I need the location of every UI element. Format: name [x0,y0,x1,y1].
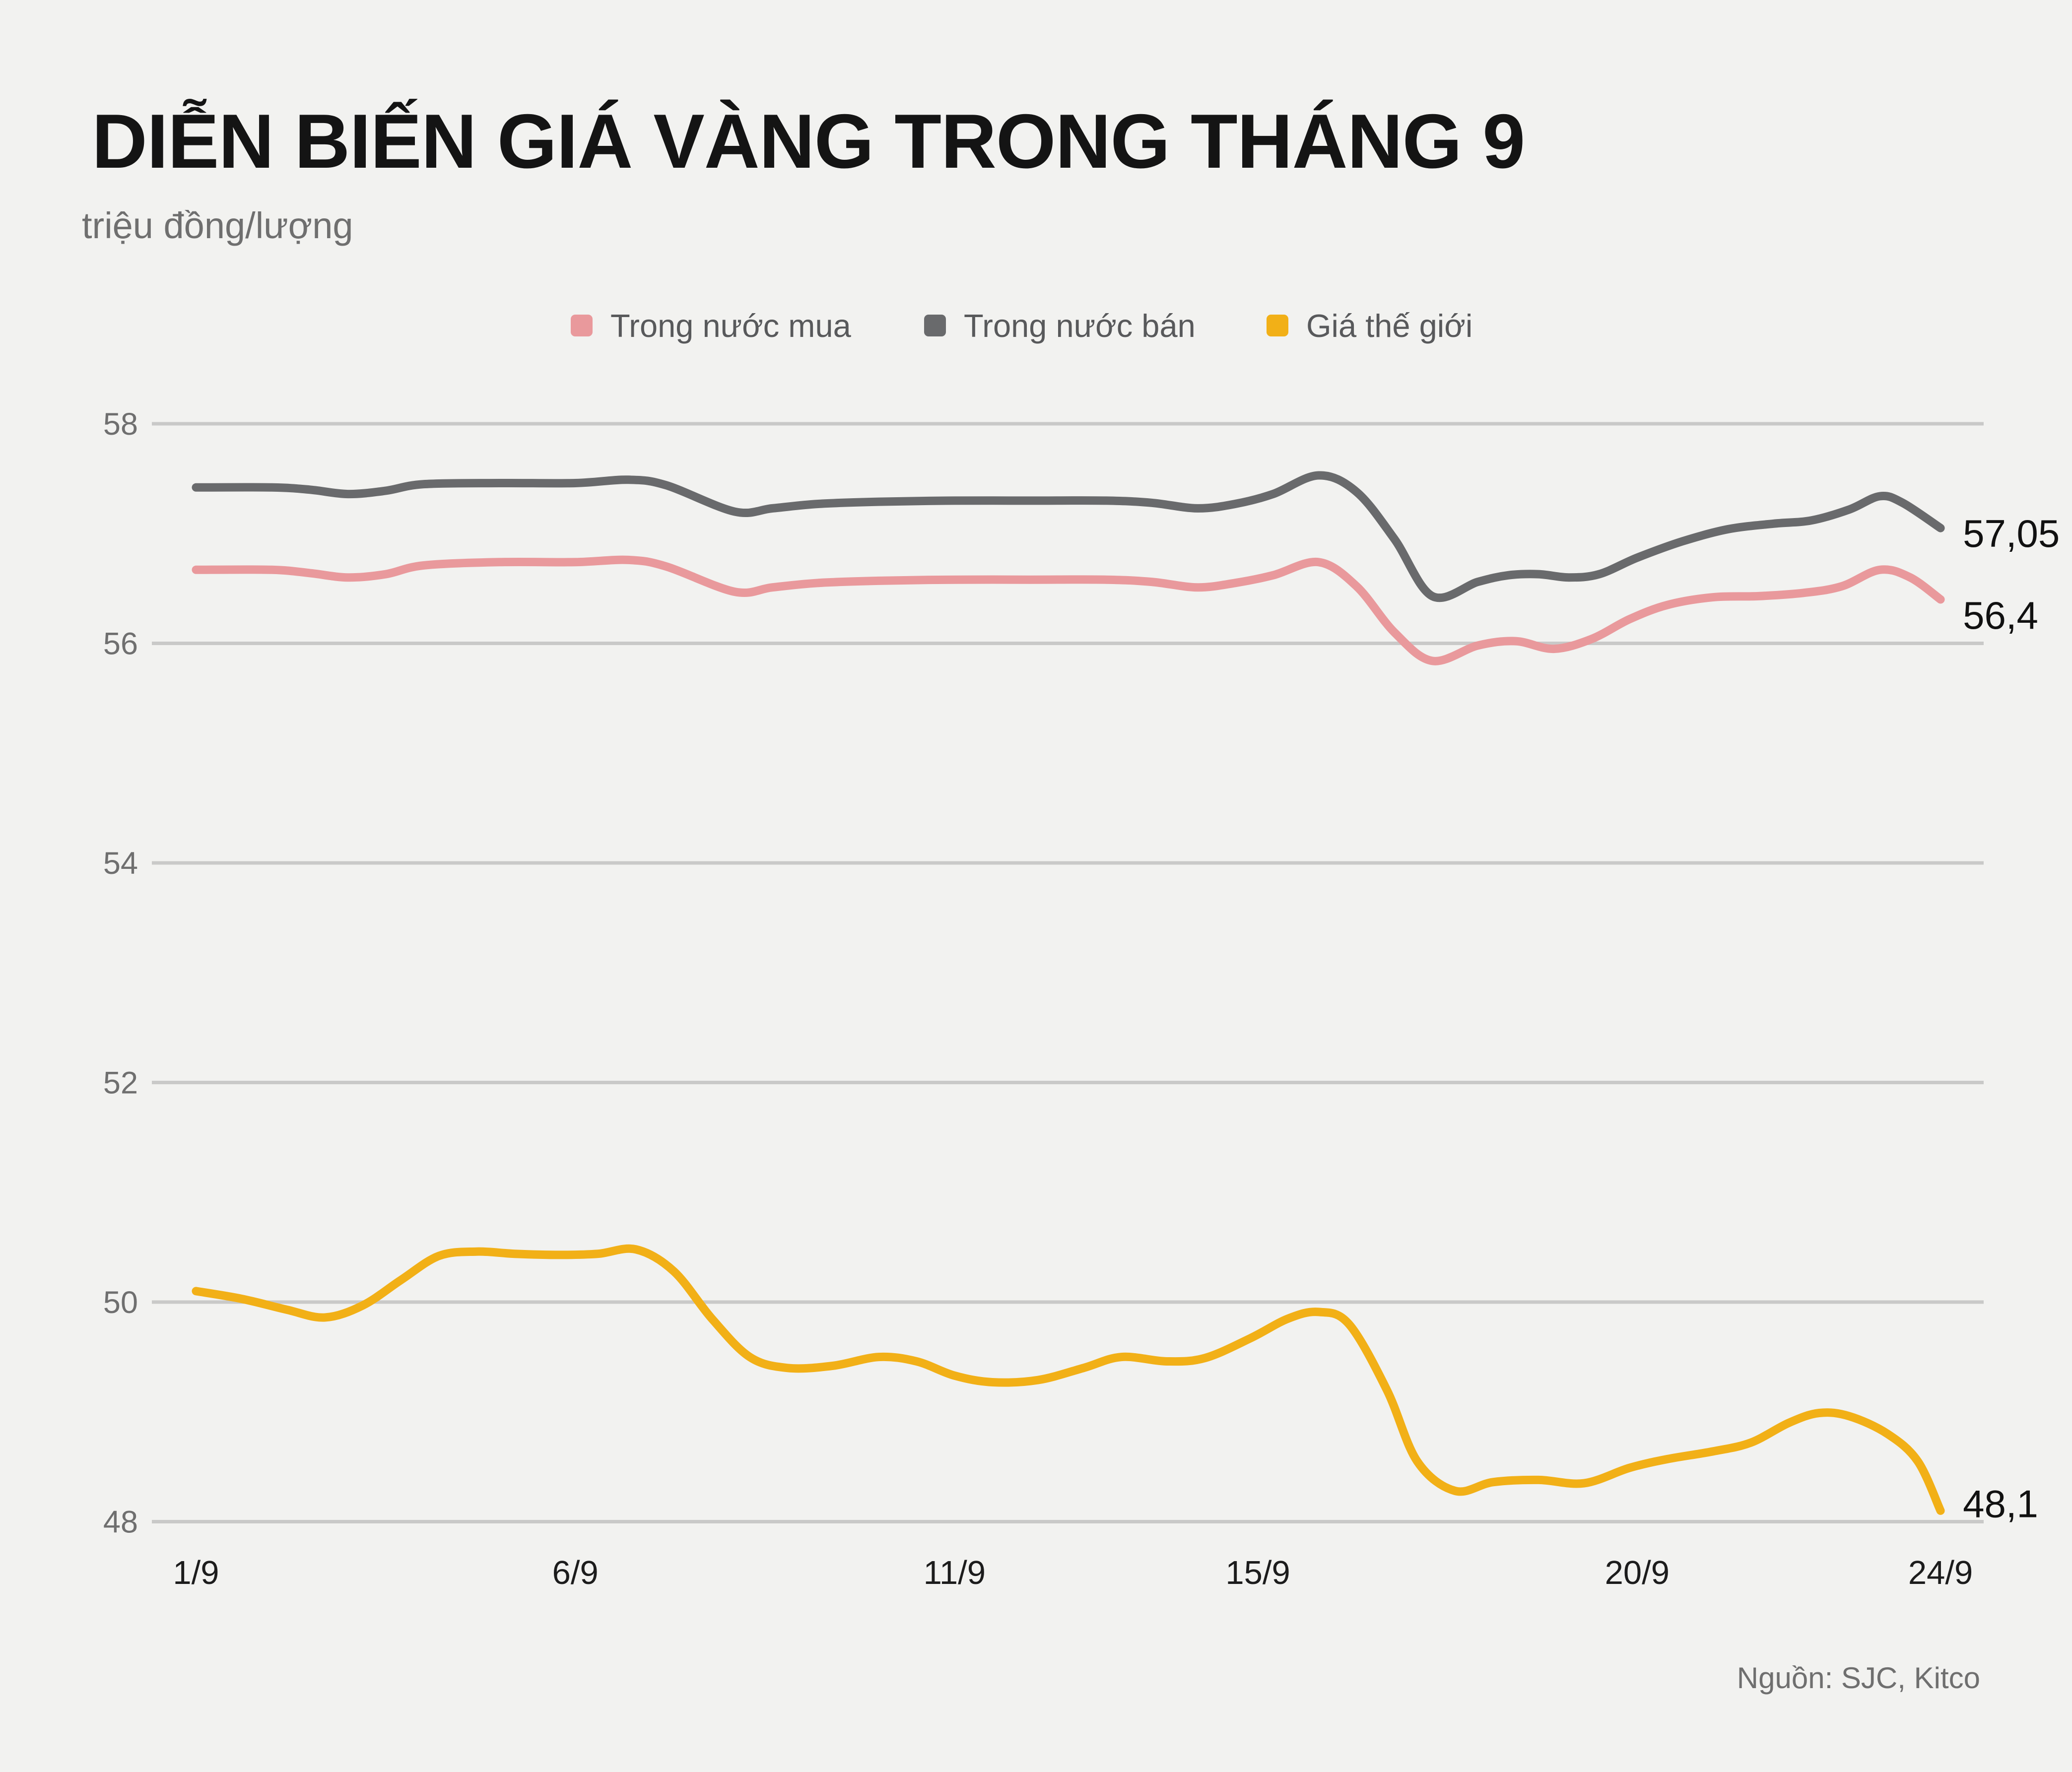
end-label-trong-n-c-mua: 56,4 [1963,593,2038,637]
series-end-labels: 56,4 57,05 48,1 [1963,512,2060,1525]
chart-unit-label: triệu đồng/lượng [82,205,353,246]
legend-swatch-gi-th-gi-i [1267,315,1288,336]
legend-swatch-trong-n-c-b-n [924,315,946,336]
y-tick-label-56: 56 [103,627,138,661]
legend-label-gi-th-gi-i: Giá thế giới [1306,308,1472,344]
series-line-trong-n-c-mua [192,555,1945,665]
y-tick-label-54: 54 [103,846,138,881]
x-tick-label-11-9: 11/9 [924,1554,986,1591]
end-label-gi-th-gi-i: 48,1 [1963,1482,2038,1525]
y-axis-labels: 58 56 54 52 50 48 [103,407,138,1540]
chart-title: DIỄN BIẾN GIÁ VÀNG TRONG THÁNG 9 [92,98,1525,184]
end-label-trong-n-c-b-n: 57,05 [1963,512,2060,555]
series-line-trong-n-c-b-n [192,471,1945,602]
x-tick-label-24-9: 24/9 [1908,1554,1973,1591]
x-tick-label-1-9: 1/9 [173,1554,219,1591]
legend: Trong nước mua Trong nước bán Giá thế giới [571,308,1472,344]
series-lines [192,471,1945,1515]
legend-swatch-trong-n-c-mua [571,315,593,336]
y-tick-label-50: 50 [103,1285,138,1320]
source-credit: Nguồn: SJC, Kitco [1737,1661,1980,1695]
legend-label-trong-n-c-b-n: Trong nước bán [964,308,1196,344]
x-axis-labels: 1/9 6/9 11/9 15/9 20/9 24/9 [173,1554,1973,1591]
y-tick-label-48: 48 [103,1505,138,1540]
y-tick-label-52: 52 [103,1066,138,1101]
x-tick-label-6-9: 6/9 [552,1554,599,1591]
x-tick-label-20-9: 20/9 [1605,1554,1670,1591]
gridlines [152,422,1984,1523]
series-line-gi-th-gi-i [192,1244,1945,1515]
legend-label-trong-n-c-mua: Trong nước mua [610,308,852,344]
y-tick-label-58: 58 [103,407,138,442]
x-tick-label-15-9: 15/9 [1225,1554,1290,1591]
